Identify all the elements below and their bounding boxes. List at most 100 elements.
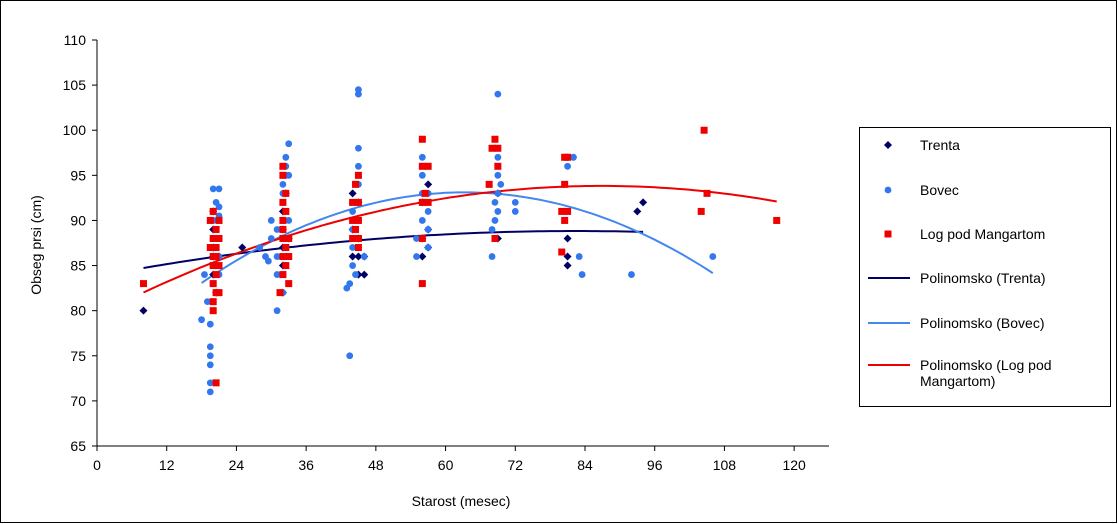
y-tick-label: 85 bbox=[70, 258, 86, 274]
point-bovec bbox=[349, 244, 357, 251]
point-log-pod-mangartom bbox=[279, 216, 287, 224]
point-bovec bbox=[209, 185, 217, 193]
legend-square-icon bbox=[860, 225, 920, 243]
point-bovec bbox=[424, 226, 432, 233]
point-bovec bbox=[285, 140, 293, 148]
point-bovec bbox=[497, 180, 505, 188]
point-trenta bbox=[348, 189, 357, 198]
point-log-pod-mangartom bbox=[558, 207, 566, 215]
point-log-pod-mangartom bbox=[215, 289, 223, 297]
y-tick-label: 110 bbox=[64, 32, 87, 48]
point-log-pod-mangartom bbox=[564, 207, 572, 215]
point-log-pod-mangartom bbox=[418, 234, 426, 242]
legend-item: Trenta bbox=[860, 136, 1110, 154]
point-bovec bbox=[206, 379, 214, 387]
point-bovec bbox=[413, 253, 420, 260]
point-log-pod-mangartom bbox=[703, 189, 711, 197]
point-bovec bbox=[215, 203, 223, 211]
point-log-pod-mangartom bbox=[485, 180, 493, 188]
point-bovec bbox=[418, 217, 426, 224]
point-bovec bbox=[201, 271, 208, 278]
point-log-pod-mangartom bbox=[773, 216, 781, 224]
point-log-pod-mangartom bbox=[491, 135, 499, 143]
point-log-pod-mangartom bbox=[418, 162, 426, 170]
point-log-pod-mangartom bbox=[349, 198, 357, 206]
point-log-pod-mangartom bbox=[282, 244, 290, 252]
legend-item: Bovec bbox=[860, 181, 1110, 199]
point-bovec bbox=[203, 298, 211, 306]
legend-item: Polinomsko (Bovec) bbox=[860, 314, 1110, 332]
point-log-pod-mangartom bbox=[206, 244, 214, 252]
point-bovec bbox=[264, 257, 272, 265]
point-log-pod-mangartom bbox=[215, 234, 223, 242]
point-bovec bbox=[494, 171, 502, 179]
point-log-pod-mangartom bbox=[558, 248, 566, 256]
point-log-pod-mangartom bbox=[215, 262, 223, 270]
point-bovec bbox=[273, 253, 281, 260]
point-bovec bbox=[206, 388, 214, 396]
trendline-polinomsko-bovec bbox=[201, 191, 714, 284]
legend-label: Polinomsko (Log pod Mangartom) bbox=[920, 357, 1052, 389]
legend-item: Log pod Mangartom bbox=[860, 225, 1110, 243]
x-tick-label: 84 bbox=[577, 457, 593, 473]
point-log-pod-mangartom bbox=[279, 225, 287, 233]
point-log-pod-mangartom bbox=[421, 189, 429, 197]
point-bovec bbox=[491, 217, 499, 224]
x-tick-label: 120 bbox=[782, 457, 806, 473]
point-log-pod-mangartom bbox=[279, 162, 287, 170]
point-bovec bbox=[349, 262, 357, 269]
point-bovec bbox=[273, 307, 281, 315]
point-log-pod-mangartom bbox=[279, 171, 287, 179]
point-bovec bbox=[267, 235, 275, 242]
legend-label: Bovec bbox=[920, 182, 959, 198]
point-bovec bbox=[569, 153, 577, 161]
point-trenta bbox=[139, 306, 148, 315]
point-log-pod-mangartom bbox=[354, 234, 362, 242]
point-log-pod-mangartom bbox=[212, 244, 220, 252]
point-bovec bbox=[418, 153, 426, 161]
y-tick-label: 65 bbox=[70, 438, 86, 454]
point-bovec bbox=[273, 226, 281, 233]
point-bovec bbox=[346, 280, 354, 287]
y-tick-label: 90 bbox=[70, 212, 86, 228]
point-log-pod-mangartom bbox=[212, 253, 220, 261]
point-log-pod-mangartom bbox=[564, 153, 572, 161]
y-tick-label: 75 bbox=[70, 348, 86, 364]
point-log-pod-mangartom bbox=[276, 289, 284, 297]
point-log-pod-mangartom bbox=[282, 189, 290, 197]
point-log-pod-mangartom bbox=[561, 216, 569, 224]
point-log-pod-mangartom bbox=[349, 234, 357, 242]
point-trenta bbox=[238, 243, 247, 252]
point-log-pod-mangartom bbox=[354, 171, 362, 179]
x-tick-label: 0 bbox=[93, 457, 101, 473]
point-trenta bbox=[639, 198, 648, 207]
legend-label: Polinomsko (Bovec) bbox=[920, 315, 1045, 331]
point-log-pod-mangartom bbox=[352, 180, 360, 188]
point-log-pod-mangartom bbox=[424, 198, 432, 206]
plot-area: 65 70 75 80 85 90 95 100 105 110 0 12 24 36 48 60 72 84 96… bbox=[28, 32, 829, 509]
point-log-pod-mangartom bbox=[285, 253, 293, 261]
point-bovec bbox=[413, 235, 420, 242]
y-tick-label: 70 bbox=[70, 393, 86, 409]
x-tick-label: 72 bbox=[507, 457, 523, 473]
point-log-pod-mangartom bbox=[418, 135, 426, 143]
point-bovec bbox=[564, 162, 571, 170]
point-log-pod-mangartom bbox=[285, 280, 293, 288]
legend-diamond-icon bbox=[860, 136, 920, 154]
y-tick-label: 95 bbox=[70, 167, 86, 183]
point-log-pod-mangartom bbox=[209, 307, 217, 315]
point-bovec bbox=[355, 144, 362, 152]
point-log-pod-mangartom bbox=[209, 280, 217, 288]
point-log-pod-mangartom bbox=[279, 271, 287, 279]
point-bovec bbox=[424, 208, 432, 215]
x-tick-label: 108 bbox=[713, 457, 737, 473]
legend-item: Polinomsko (Trenta) bbox=[860, 269, 1110, 287]
legend-marker bbox=[884, 230, 892, 238]
point-bovec bbox=[424, 244, 432, 251]
x-tick-label: 96 bbox=[647, 457, 663, 473]
point-trenta bbox=[424, 180, 433, 189]
trendline-polinomsko-log-pod-mangartom bbox=[143, 184, 777, 294]
point-log-pod-mangartom bbox=[354, 216, 362, 224]
point-bovec bbox=[279, 180, 287, 188]
point-bovec bbox=[346, 352, 354, 360]
